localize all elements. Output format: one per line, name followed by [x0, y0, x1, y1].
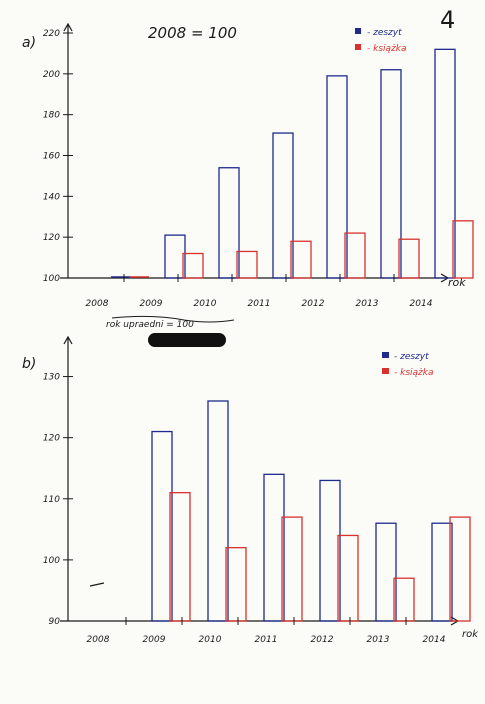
chart-b-bar-ksiazka [337, 534, 359, 622]
chart-b-bar-zeszyt [319, 479, 341, 622]
chart-a-bar-ksiazka [182, 252, 204, 279]
chart-a-title: 2008 = 100 [148, 24, 237, 42]
chart-b-x-tick-label: 2008 [87, 635, 110, 645]
chart-a-y-tick-label: 120 [43, 233, 60, 243]
chart-b-y-axis-arrow [63, 335, 73, 345]
chart-a-bar-zeszyt [218, 167, 240, 279]
chart-a-bar-ksiazka [398, 238, 420, 279]
chart-b-bar-zeszyt [263, 473, 285, 622]
chart-b-bar-zeszyt [151, 430, 173, 622]
chart-b-legend-ksiazka: - książka [394, 368, 433, 378]
chart-a-xlabel: rok [448, 276, 466, 289]
chart-b-bar-ksiazka [225, 547, 247, 622]
chart-a-y-tick-label: 100 [43, 274, 60, 284]
chart-a-y-tick-label: 180 [43, 111, 60, 121]
chart-b-bar-ksiazka [449, 516, 471, 622]
chart-a-x-tick-label: 2008 [86, 299, 109, 309]
chart-b-bar-ksiazka [393, 577, 415, 622]
chart-a-legend-ksiazka: - książka [367, 44, 406, 54]
chart-a-part-label: a) [22, 35, 36, 51]
chart-b-x-tick-label: 2011 [255, 635, 278, 645]
chart-a-bar-zeszyt [380, 69, 402, 279]
chart-a-bar-zeszyt [434, 48, 456, 279]
chart-b-bar-zeszyt [375, 522, 397, 622]
chart-a-x-tick-label: 2011 [248, 299, 271, 309]
chart-b-x-tick-label: 2013 [367, 635, 390, 645]
chart-b-legend-swatch-zeszyt [382, 352, 389, 358]
chart-b-title-text: rok upraedni = 100 [106, 320, 194, 330]
chart-a-x-tick-label: 2010 [194, 299, 217, 309]
chart-a-bar-zeszyt [272, 132, 294, 279]
chart-b-bar-ksiazka [169, 492, 191, 622]
chart-b-y-tick-label: 110 [43, 495, 60, 505]
chart-b-legend-zeszyt: - zeszyt [394, 352, 429, 362]
chart-b-x-tick-label: 2009 [143, 635, 166, 645]
chart-a-y-tick-label: 200 [43, 70, 60, 80]
chart-a-legend-swatch-ksiazka [355, 44, 361, 50]
chart-a-bar-ksiazka [290, 240, 312, 279]
chart-b-y-tick-label: 90 [49, 617, 61, 627]
chart-a-x-tick-label: 2013 [356, 299, 379, 309]
chart-b-x-tick-label: 2012 [311, 635, 334, 645]
chart-b: b) rok upraedni = 100 rok - zeszyt - ksi… [22, 315, 479, 645]
chart-b-x-tick-label: 2014 [423, 635, 446, 645]
chart-a-y-tick-label: 160 [43, 152, 60, 162]
chart-a: a) 2008 = 100 rok - zeszyt - książka 100… [22, 22, 474, 309]
chart-b-y-tick-label: 120 [43, 434, 60, 444]
chart-a-x-tick-label: 2009 [140, 299, 163, 309]
chart-a-x-tick-label: 2014 [410, 299, 433, 309]
chart-a-legend-swatch-zeszyt [355, 28, 361, 34]
chart-a-y-axis-arrow [63, 22, 73, 32]
chart-b-y-tick-label: 100 [43, 556, 60, 566]
chart-b-x-tick-label: 2010 [199, 635, 222, 645]
chart-a-y-tick-label: 220 [43, 29, 60, 39]
chart-b-xlabel: rok [462, 629, 479, 640]
page-number: 4 [440, 6, 455, 34]
chart-a-legend-zeszyt: - zeszyt [367, 28, 402, 38]
chart-b-legend-swatch-ksiazka [382, 368, 389, 374]
chart-a-x-tick-label: 2012 [302, 299, 325, 309]
chart-a-y-tick-label: 140 [43, 192, 60, 202]
chart-b-bar-zeszyt [207, 400, 229, 622]
chart-a-bar-ksiazka [236, 250, 258, 279]
chart-a-bar-ksiazka [452, 220, 474, 279]
chart-a-bar-ksiazka [344, 232, 366, 279]
chart-b-bar-ksiazka [281, 516, 303, 622]
chart-b-part-label: b) [22, 356, 36, 372]
chart-b-y-tick-label: 130 [43, 373, 60, 383]
chart-a-bar-zeszyt [326, 75, 348, 279]
redaction-mark [148, 333, 226, 347]
chart-a-bar-zeszyt [164, 234, 186, 279]
chart-b-bar-zeszyt [431, 522, 453, 622]
